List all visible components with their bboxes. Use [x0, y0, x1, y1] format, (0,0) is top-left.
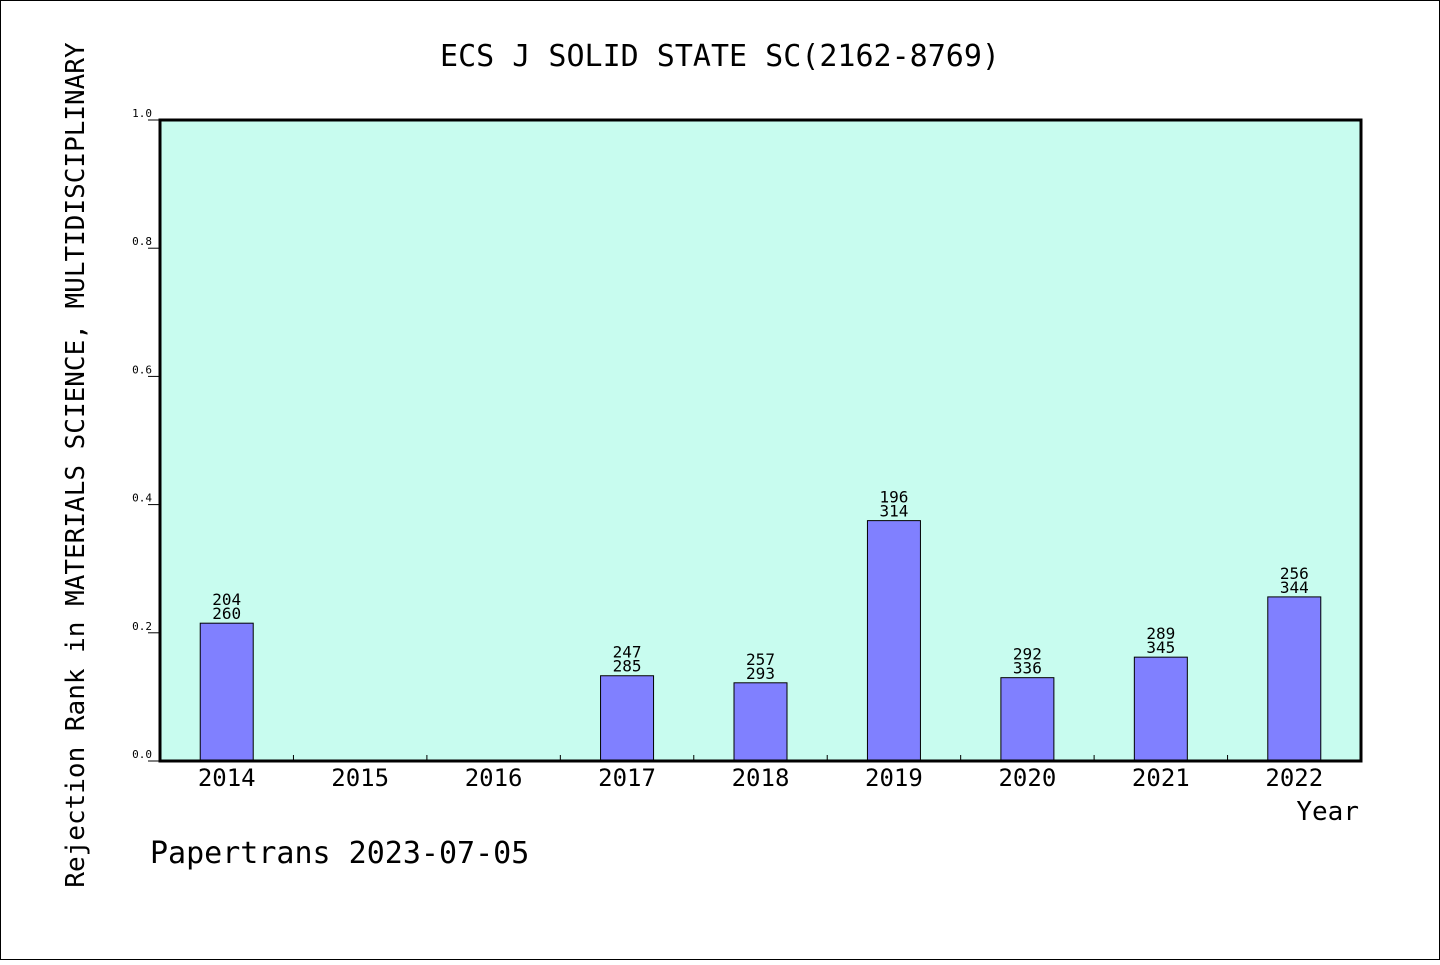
y-tick-label: 0.4: [132, 492, 152, 505]
bars: [199, 520, 1322, 762]
y-tick-label: 1.0: [132, 107, 152, 120]
y-tick-label: 0.0: [132, 748, 152, 761]
chart-title: ECS J SOLID STATE SC(2162-8769): [440, 39, 1000, 74]
x-tick-label: 2018: [732, 764, 790, 792]
y-axis-label: Rejection Rank in MATERIALS SCIENCE, MUL…: [61, 42, 91, 888]
x-tick-label: 2021: [1132, 764, 1190, 792]
x-axis-ticks: 2014 2015 2016 2017 2018 2019 2020 2021 2022: [198, 755, 1323, 792]
bar-label-bottom: 344: [1280, 578, 1309, 597]
bar-label-top: 247: [613, 643, 642, 662]
y-tick-label: 0.6: [132, 363, 152, 376]
bar-label-top: 256: [1280, 564, 1309, 583]
x-tick-label: 2019: [865, 764, 923, 792]
bar-label-bottom: 336: [1013, 659, 1042, 678]
bar: [1000, 677, 1055, 762]
plot-frame: [158, 118, 1363, 763]
x-tick-label: 2015: [331, 764, 389, 792]
bar-label-bottom: 345: [1146, 638, 1175, 657]
bar-label-top: 257: [746, 650, 775, 669]
bar: [866, 520, 921, 762]
bar-label-bottom: 314: [879, 502, 908, 521]
plot-area: [160, 120, 1361, 761]
bar-label-bottom: 293: [746, 664, 775, 683]
y-axis-ticks: 0.0 0.2 0.4 0.6 0.8 1.0: [132, 107, 160, 762]
x-axis-label: Year: [1296, 797, 1359, 827]
bar: [1133, 656, 1188, 762]
x-tick-label: 2014: [198, 764, 256, 792]
bar-label-top: 289: [1146, 624, 1175, 643]
bar-label-top: 196: [879, 488, 908, 507]
x-tick-label: 2020: [998, 764, 1056, 792]
bar: [1267, 596, 1322, 762]
bar-label-bottom: 260: [212, 604, 241, 623]
footer-text: Papertrans 2023-07-05: [150, 836, 529, 871]
bar: [199, 622, 254, 762]
bar-label-top: 292: [1013, 645, 1042, 664]
bar-label-top: 204: [212, 590, 241, 609]
bar-label-bottom: 285: [613, 657, 642, 676]
bar: [733, 682, 788, 762]
x-tick-label: 2016: [465, 764, 523, 792]
y-tick-label: 0.8: [132, 235, 152, 248]
y-tick-label: 0.2: [132, 620, 152, 633]
x-tick-label: 2017: [598, 764, 656, 792]
bar: [600, 675, 655, 762]
x-tick-label: 2022: [1265, 764, 1323, 792]
